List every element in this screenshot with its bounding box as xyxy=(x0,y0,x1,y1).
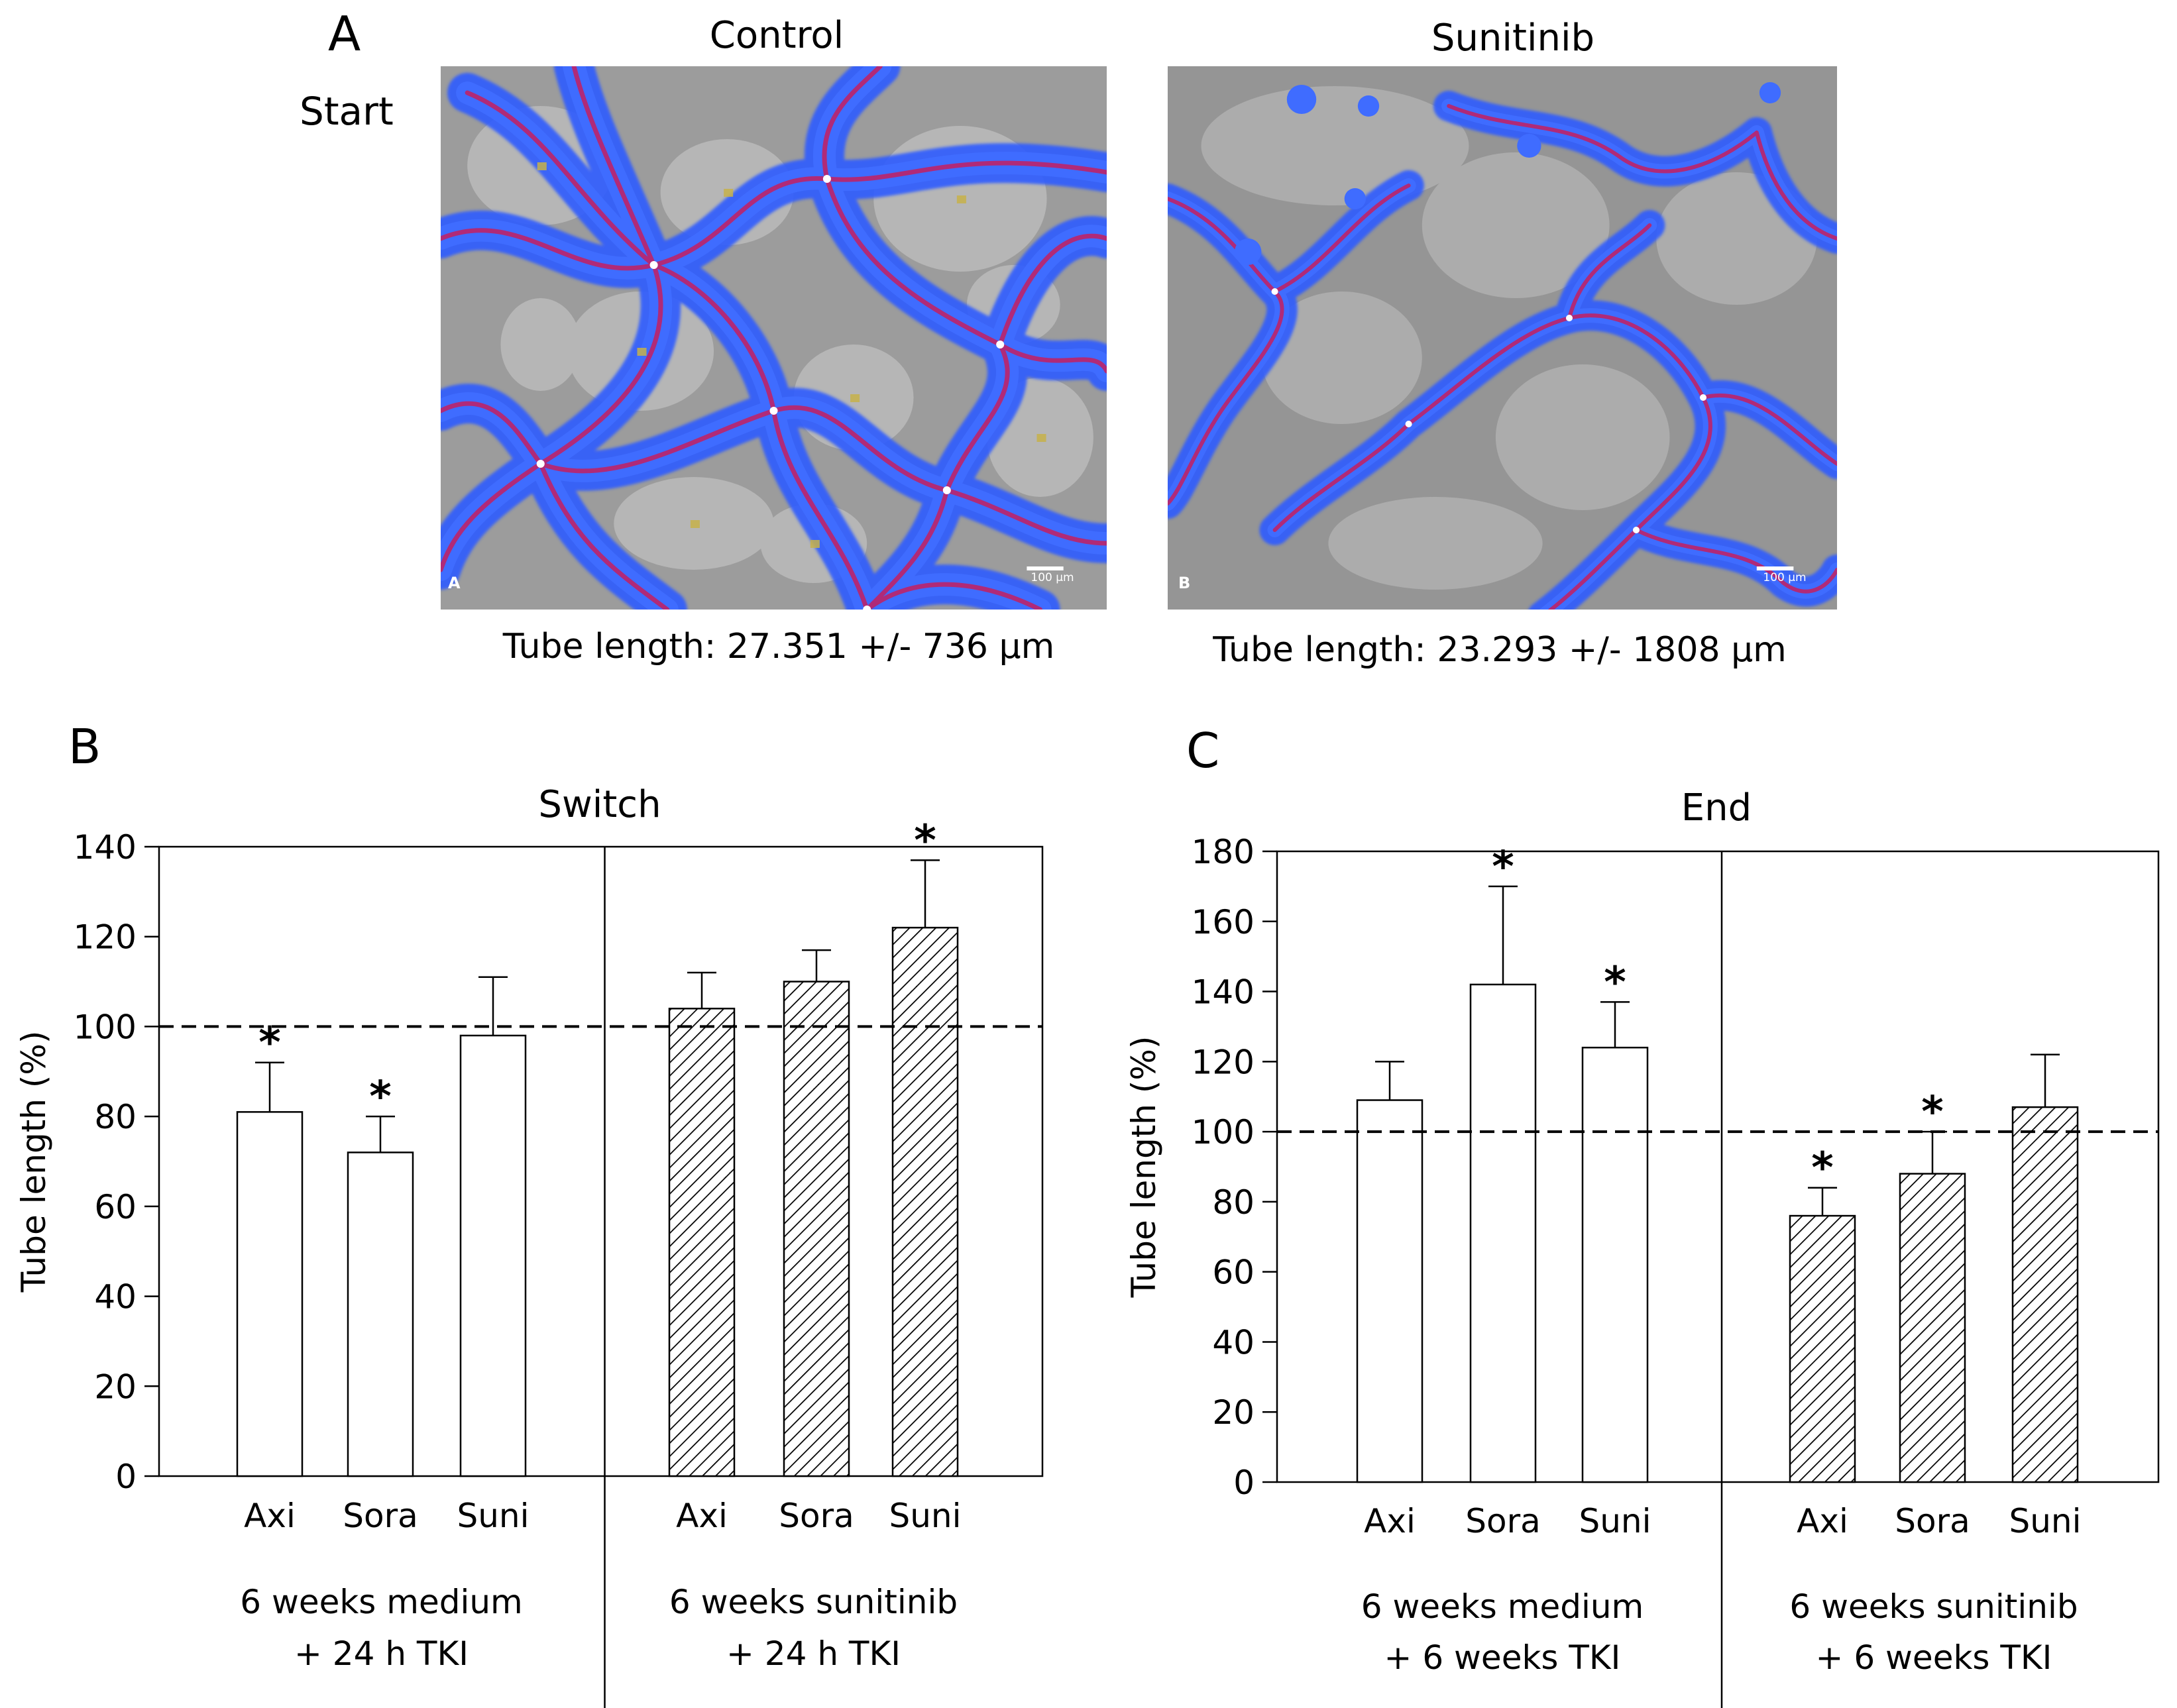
bar-axi-group2 xyxy=(668,1008,736,1477)
y-tick-label: 0 xyxy=(1233,1464,1255,1502)
significance-marker: * xyxy=(1604,958,1626,1007)
y-tick-label: 120 xyxy=(1192,1043,1255,1081)
panel-a: A Start Control xyxy=(300,6,1837,670)
y-tick-label: 60 xyxy=(1212,1254,1255,1292)
y-tick-label: 100 xyxy=(1192,1113,1255,1151)
control-image xyxy=(441,66,1107,610)
bar-sora-group1 xyxy=(1469,983,1537,1483)
chart-switch: B Switch 0 20 40 60 80 100 120 140 Tube length (%)… xyxy=(15,719,1044,1708)
x-category-label: Axi xyxy=(1797,1502,1848,1540)
y-tick-label: 20 xyxy=(1212,1393,1255,1432)
y-tick-label: 160 xyxy=(1192,903,1255,941)
x-category-label: Axi xyxy=(244,1497,296,1535)
significance-marker: * xyxy=(369,1073,391,1122)
bar-suni-group1 xyxy=(459,1034,527,1477)
group-label-line1: 6 weeks sunitinib xyxy=(669,1583,958,1621)
sunitinib-corner-letter: B xyxy=(1178,574,1190,592)
y-axis-label: Tube length (%) xyxy=(15,1031,53,1293)
bar-suni-group1 xyxy=(1581,1046,1649,1483)
panel-letter-C: C xyxy=(1186,723,1219,778)
x-category-label: Suni xyxy=(457,1497,529,1535)
x-category-label: Sora xyxy=(343,1497,418,1535)
x-category-label: Sora xyxy=(1465,1502,1541,1540)
bar-sora-group1 xyxy=(347,1151,414,1477)
y-tick-label: 0 xyxy=(115,1458,137,1496)
x-category-label: Suni xyxy=(889,1497,961,1535)
group-label-line1: 6 weeks medium xyxy=(240,1583,523,1621)
row-label-start: Start xyxy=(300,89,394,134)
chart-end: C End 0 20 40 60 80 100 120 140 160 180 Tube length … xyxy=(1125,723,2160,1708)
group-label-line1: 6 weeks sunitinib xyxy=(1789,1587,2078,1626)
panel-letter-B: B xyxy=(68,719,101,774)
x-category-label: Sora xyxy=(779,1497,854,1535)
significance-marker: * xyxy=(1492,843,1514,892)
control-scale-label: 100 µm xyxy=(1031,571,1074,584)
y-tick-label: 80 xyxy=(94,1098,137,1136)
panel-a-letter: A xyxy=(328,6,361,62)
sunitinib-scale-label: 100 µm xyxy=(1763,571,1806,584)
plot-frame xyxy=(1276,850,2160,1483)
x-category-label: Axi xyxy=(676,1497,728,1535)
sunitinib-image xyxy=(1168,66,1837,610)
bar-axi-group2 xyxy=(1789,1214,1856,1483)
significance-marker: * xyxy=(914,816,936,865)
bar-sora-group2 xyxy=(1899,1173,1966,1483)
group-label-line2: + 6 weeks TKI xyxy=(1816,1638,2052,1677)
group-label-line2: + 6 weeks TKI xyxy=(1384,1638,1621,1677)
bar-suni-group2 xyxy=(891,926,959,1477)
group-label-line2: + 24 h TKI xyxy=(726,1634,901,1673)
y-tick-label: 20 xyxy=(94,1367,137,1406)
chart-title: End xyxy=(1681,786,1752,829)
x-category-label: Suni xyxy=(1579,1502,1651,1540)
y-axis-label: Tube length (%) xyxy=(1125,1036,1163,1299)
y-tick-label: 180 xyxy=(1192,833,1255,871)
y-tick-label: 40 xyxy=(1212,1323,1255,1361)
bar-axi-group1 xyxy=(236,1111,304,1477)
control-corner-letter: A xyxy=(448,574,461,592)
y-tick-label: 100 xyxy=(74,1008,137,1046)
y-tick-label: 140 xyxy=(1192,973,1255,1012)
y-tick-label: 80 xyxy=(1212,1183,1255,1222)
plot-frame xyxy=(158,845,1044,1477)
chart-title: Switch xyxy=(538,783,661,826)
y-tick-label: 120 xyxy=(74,918,137,957)
y-tick-label: 140 xyxy=(74,828,137,867)
sunitinib-title: Sunitinib xyxy=(1431,17,1594,60)
significance-marker: * xyxy=(1921,1088,1943,1137)
control-title: Control xyxy=(710,14,844,57)
y-tick-label: 60 xyxy=(94,1188,137,1226)
significance-marker: * xyxy=(1811,1144,1833,1193)
x-category-label: Suni xyxy=(2009,1502,2081,1540)
control-micrograph: Control xyxy=(441,14,1107,667)
x-category-label: Axi xyxy=(1364,1502,1416,1540)
control-caption: Tube length: 27.351 +/- 736 µm xyxy=(502,627,1055,667)
x-category-label: Sora xyxy=(1895,1502,1970,1540)
group-label-line2: + 24 h TKI xyxy=(294,1634,469,1673)
bar-suni-group2 xyxy=(2011,1106,2079,1483)
sunitinib-micrograph: Sunitinib xyxy=(1168,17,1837,670)
group-label-line1: 6 weeks medium xyxy=(1361,1587,1644,1626)
sunitinib-caption: Tube length: 23.293 +/- 1808 µm xyxy=(1212,630,1787,670)
bar-axi-group1 xyxy=(1356,1099,1423,1483)
y-tick-label: 40 xyxy=(94,1278,137,1316)
bar-sora-group2 xyxy=(783,981,850,1477)
